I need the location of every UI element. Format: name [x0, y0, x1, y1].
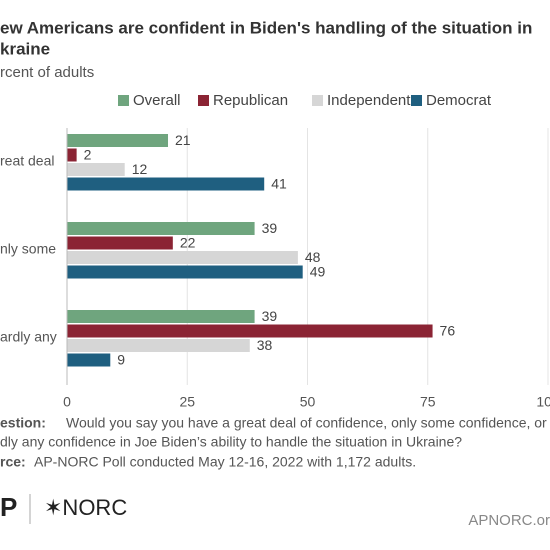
data-label: 48 — [305, 249, 321, 265]
x-tick-label: 75 — [420, 394, 436, 410]
data-label: 12 — [132, 161, 148, 177]
bar — [67, 251, 298, 264]
legend-swatch — [411, 95, 422, 106]
bar — [67, 148, 77, 162]
data-label: 39 — [262, 308, 278, 324]
x-tick-label: 0 — [63, 394, 71, 410]
bar — [67, 134, 169, 147]
bar — [67, 163, 125, 176]
bar — [67, 324, 433, 338]
legend-swatch — [198, 95, 209, 106]
data-label: 76 — [440, 323, 456, 339]
y-tick-label: reat deal — [0, 153, 54, 169]
legend-label: Democrat — [426, 92, 492, 109]
bar — [67, 310, 255, 323]
legend-swatch — [118, 95, 129, 106]
x-tick-label: 100 — [536, 394, 550, 410]
chart-title: kraine — [0, 39, 50, 58]
data-label: 41 — [271, 176, 287, 192]
url: APNORC.or — [468, 512, 550, 529]
data-label: 2 — [84, 147, 92, 163]
logo: P — [0, 492, 17, 522]
y-tick-label: ardly any — [0, 329, 57, 345]
footnote: dly any confidence in Joe Biden’s abilit… — [0, 434, 462, 450]
bar — [67, 236, 173, 250]
chart-title: ew Americans are confident in Biden's ha… — [0, 18, 532, 37]
legend-label: Republican — [213, 92, 288, 109]
data-label: 38 — [257, 337, 273, 353]
legend-swatch — [312, 95, 323, 106]
legend-label: Overall — [133, 92, 181, 109]
bar — [67, 265, 303, 279]
data-label: 22 — [180, 235, 196, 251]
data-label: 9 — [117, 352, 125, 368]
y-tick-label: nly some — [0, 241, 56, 257]
data-label: 49 — [310, 264, 326, 280]
legend-label: Independent — [327, 92, 411, 109]
bar — [67, 177, 265, 191]
source-label: rce: — [0, 454, 26, 470]
bar — [67, 339, 250, 352]
logo: ✶NORC — [44, 495, 127, 520]
bar — [67, 353, 111, 367]
chart-subtitle: rcent of adults — [0, 64, 94, 81]
x-tick-label: 25 — [179, 394, 195, 410]
source: AP-NORC Poll conducted May 12-16, 2022 w… — [34, 454, 416, 470]
x-tick-label: 50 — [300, 394, 316, 410]
bar — [67, 222, 255, 235]
data-label: 21 — [175, 132, 191, 148]
footnote-label: estion: — [0, 415, 46, 431]
footnote: Would you say you have a great deal of c… — [66, 415, 547, 431]
data-label: 39 — [262, 220, 278, 236]
